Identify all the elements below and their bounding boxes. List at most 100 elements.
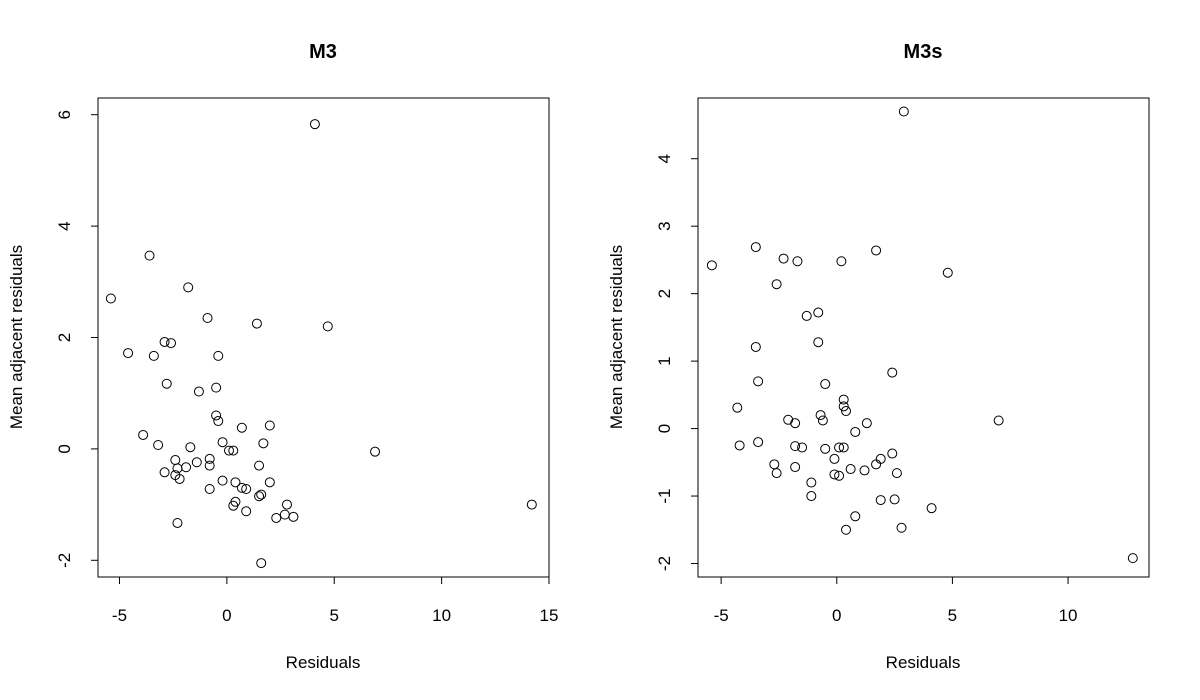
scatter-point <box>172 517 183 528</box>
scatter-point <box>279 509 290 520</box>
y-tick-label: 0 <box>655 424 674 433</box>
scatter-point <box>815 410 826 421</box>
x-tick-label: -5 <box>714 606 729 625</box>
scatter-point <box>898 106 909 117</box>
y-tick-label: -2 <box>655 556 674 571</box>
scatter-point <box>820 379 831 390</box>
scatter-point <box>264 477 275 488</box>
scatter-point <box>875 453 886 464</box>
scatter-point <box>813 307 824 318</box>
scatter-point <box>838 401 849 412</box>
scatter-point <box>942 267 953 278</box>
scatter-point <box>896 522 907 533</box>
scatter-point <box>159 336 170 347</box>
scatter-point <box>801 310 812 321</box>
scatter-point <box>123 348 134 359</box>
y-tick-label: 4 <box>55 221 74 230</box>
scatter-point <box>838 442 849 453</box>
scatter-point <box>105 293 116 304</box>
scatter-point <box>778 253 789 264</box>
scatter-point <box>228 445 239 456</box>
scatter-point <box>211 410 222 421</box>
x-tick-label: 10 <box>432 606 451 625</box>
scatter-point <box>829 453 840 464</box>
scatter-point <box>204 483 215 494</box>
scatter-point <box>834 442 845 453</box>
scatter-point <box>174 473 185 484</box>
scatter-point <box>370 446 381 457</box>
scatter-point <box>254 460 265 471</box>
x-tick-label: 5 <box>330 606 339 625</box>
scatter-point <box>706 260 717 271</box>
scatter-point <box>753 376 764 387</box>
scatter-point <box>256 489 267 500</box>
scatter-point <box>829 469 840 480</box>
x-axis-label: Residuals <box>286 653 361 672</box>
scatter-point <box>193 386 204 397</box>
scatter-point <box>875 495 886 506</box>
scatter-point <box>820 443 831 454</box>
scatter-point <box>217 437 228 448</box>
scatter-point <box>258 438 269 449</box>
scatter-point <box>153 439 164 450</box>
scatter-point <box>871 245 882 256</box>
scatter-point <box>771 468 782 479</box>
y-tick-label: 4 <box>655 154 674 163</box>
scatter-point <box>236 422 247 433</box>
scatter-point <box>850 511 861 522</box>
panel-m3: M3 Residuals Mean adjacent residuals -5 0… <box>7 41 558 672</box>
scatter-point <box>148 350 159 361</box>
scatter-point <box>241 506 252 517</box>
scatter-point <box>836 256 847 267</box>
scatter-point <box>993 415 1004 426</box>
scatter-point <box>783 414 794 425</box>
scatter-point <box>792 256 803 267</box>
scatter-point <box>213 416 224 427</box>
scatter-point <box>771 279 782 290</box>
scatter-point <box>750 242 761 253</box>
scatter-point <box>228 500 239 511</box>
scatter-point <box>254 491 265 502</box>
scatter-point <box>806 491 817 502</box>
scatter-point <box>211 382 222 393</box>
scatter-point <box>750 341 761 352</box>
y-axis-label: Mean adjacent residuals <box>607 245 626 429</box>
scatter-point <box>138 429 149 440</box>
scatter-point <box>185 442 196 453</box>
y-tick-label: 0 <box>55 444 74 453</box>
scatter-point <box>309 119 320 130</box>
axes: -5 0 5 10 15 -2 0 2 4 6 <box>55 110 558 625</box>
scatter-point <box>838 394 849 405</box>
scatter-point <box>161 378 172 389</box>
y-tick-label: -2 <box>55 553 74 568</box>
scatter-point <box>850 426 861 437</box>
x-tick-label: 0 <box>222 606 231 625</box>
x-tick-label: 0 <box>832 606 841 625</box>
scatter-point <box>806 477 817 488</box>
y-tick-label: 2 <box>655 289 674 298</box>
x-axis-label: Residuals <box>886 653 961 672</box>
scatter-point <box>887 448 898 459</box>
scatter-point <box>204 460 215 471</box>
scatter-point <box>191 457 202 468</box>
scatter-point <box>271 512 282 523</box>
scatter-point <box>241 483 252 494</box>
scatter-point <box>889 494 900 505</box>
scatter-point <box>841 406 852 417</box>
scatter-point <box>170 455 181 466</box>
scatter-point <box>230 477 241 488</box>
scatter-point <box>281 499 292 510</box>
y-tick-label: -1 <box>655 488 674 503</box>
scatter-point <box>861 418 872 429</box>
scatter-point <box>887 367 898 378</box>
scatter-point <box>159 467 170 478</box>
y-tick-label: 1 <box>655 356 674 365</box>
scatter-point <box>813 337 824 348</box>
scatter-point <box>732 402 743 413</box>
scatter-points <box>105 119 537 569</box>
y-tick-label: 3 <box>655 221 674 230</box>
x-tick-label: 15 <box>540 606 559 625</box>
scatter-point <box>181 462 192 473</box>
scatter-point <box>845 464 856 475</box>
